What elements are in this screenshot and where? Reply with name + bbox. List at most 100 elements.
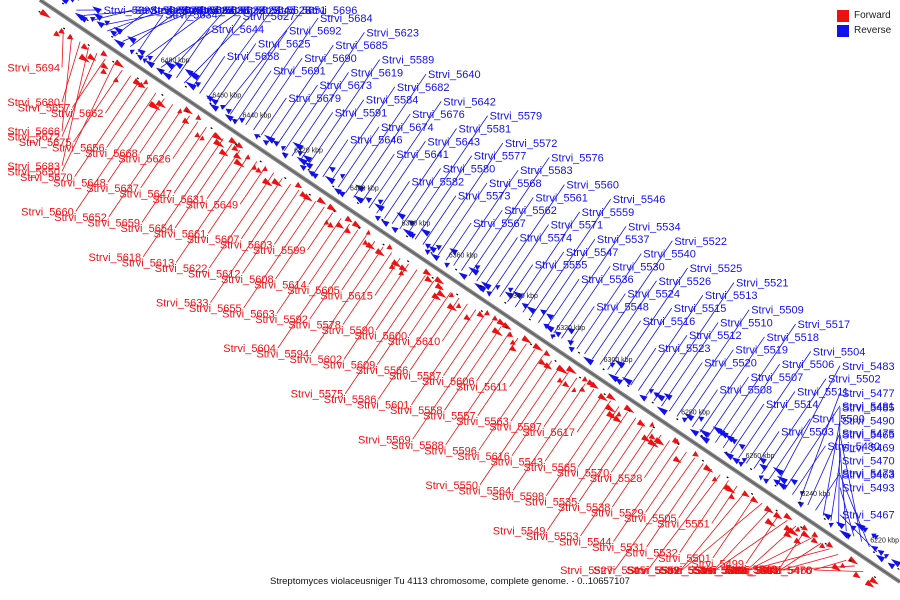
forward-leader-line bbox=[477, 343, 527, 416]
reverse-gene-arrow bbox=[365, 197, 373, 204]
reverse-leader-line bbox=[422, 195, 457, 245]
kbp-tick-label: 6260 kbp bbox=[746, 453, 775, 460]
kbp-tick-label: 6460 kbp bbox=[212, 92, 241, 99]
forward-gene-arrow bbox=[543, 362, 553, 370]
forward-gene-arrow bbox=[831, 563, 842, 572]
forward-leader-line bbox=[206, 149, 241, 200]
reverse-gene-arrow bbox=[420, 228, 431, 237]
reverse-leader-line bbox=[222, 9, 304, 110]
reverse-gene-arrow bbox=[477, 285, 487, 293]
reverse-gene-arrow bbox=[607, 373, 619, 383]
reverse-leader-line bbox=[799, 392, 841, 501]
scale-mark bbox=[234, 143, 238, 146]
reverse-gene-arrow bbox=[272, 140, 280, 147]
reverse-gene-arrow bbox=[539, 309, 547, 316]
forward-gene-label: Strvi_5531 bbox=[592, 542, 645, 554]
forward-gene-arrow bbox=[801, 524, 809, 531]
forward-gene-arrow bbox=[365, 241, 376, 250]
reverse-leader-line bbox=[307, 59, 380, 167]
forward-gene-arrow bbox=[783, 530, 792, 538]
kbp-tick-label: 6240 kbp bbox=[801, 491, 830, 498]
reverse-leader-line bbox=[545, 278, 580, 329]
reverse-gene-arrow bbox=[340, 174, 346, 180]
forward-leader-line bbox=[543, 377, 578, 427]
reverse-gene-arrow bbox=[333, 188, 342, 195]
reverse-leader-line bbox=[491, 184, 565, 292]
reverse-gene-label: Strvi_5644 bbox=[212, 24, 265, 36]
forward-gene-arrow bbox=[674, 438, 680, 444]
kbp-tick-label: 6280 kbp bbox=[681, 410, 710, 417]
reverse-gene-arrow bbox=[63, 0, 69, 5]
forward-gene-arrow bbox=[811, 531, 819, 538]
scale-mark bbox=[209, 102, 212, 105]
forward-gene-label: Strvi_5672 bbox=[7, 132, 60, 144]
forward-gene-label: Strvi_5663 bbox=[222, 309, 275, 321]
forward-gene-label: Strvi_5683 bbox=[7, 161, 60, 173]
reverse-gene-arrow bbox=[353, 195, 364, 204]
forward-leader-line bbox=[207, 161, 258, 234]
forward-leader-line bbox=[142, 138, 224, 258]
reverse-gene-arrow bbox=[614, 359, 626, 369]
reverse-leader-line bbox=[514, 211, 581, 308]
forward-leader-line bbox=[748, 537, 813, 571]
reverse-gene-label: Strvi_5628 bbox=[258, 5, 311, 17]
forward-gene-arrow bbox=[294, 181, 303, 189]
forward-gene-label: Strvi_5575 bbox=[291, 389, 344, 401]
forward-gene-arrow bbox=[183, 106, 193, 115]
reverse-gene-label: Strvi_5506 bbox=[782, 359, 835, 371]
forward-gene-arrow bbox=[623, 404, 635, 414]
scale-mark bbox=[849, 559, 852, 562]
forward-gene-label: Strvi_5655 bbox=[189, 303, 242, 315]
reverse-gene-arrow bbox=[444, 262, 451, 268]
reverse-leader-line bbox=[291, 72, 349, 157]
reverse-leader-line bbox=[191, 16, 241, 89]
reverse-leader-line bbox=[839, 487, 855, 537]
reverse-gene-label: Strvi_5562 bbox=[504, 205, 557, 217]
reverse-gene-arrow bbox=[890, 558, 900, 568]
forward-leader-line bbox=[240, 178, 283, 240]
forward-gene-arrow bbox=[335, 221, 345, 229]
forward-gene-label: Strvi_5649 bbox=[186, 199, 239, 211]
forward-gene-arrow bbox=[565, 365, 577, 375]
forward-leader-line bbox=[105, 75, 131, 114]
forward-gene-arrow bbox=[852, 571, 861, 579]
reverse-gene-arrow bbox=[224, 114, 234, 122]
forward-gene-arrow bbox=[508, 344, 517, 352]
forward-gene-arrow bbox=[235, 141, 244, 149]
scale-mark bbox=[308, 193, 311, 196]
forward-gene-arrow bbox=[703, 464, 714, 473]
forward-leader-line bbox=[511, 371, 569, 457]
forward-leader-line bbox=[612, 434, 662, 508]
forward-gene-arrow bbox=[374, 248, 385, 257]
reverse-gene-label: Strvi_5665 bbox=[166, 5, 219, 17]
reverse-leader-line bbox=[568, 306, 595, 344]
reverse-gene-label: Strvi_5579 bbox=[490, 111, 543, 123]
reverse-gene-arrow bbox=[430, 253, 440, 262]
forward-gene-label: Strvi_5586 bbox=[324, 394, 377, 406]
reverse-gene-label: Strvi_5685 bbox=[335, 40, 388, 52]
forward-gene-label: Strvi_5566 bbox=[356, 365, 409, 377]
reverse-gene-label: Strvi_5561 bbox=[535, 192, 588, 204]
forward-gene-arrow bbox=[655, 438, 665, 446]
forward-gene-label: Strvi_5596 bbox=[424, 445, 477, 457]
reverse-gene-arrow bbox=[884, 554, 890, 560]
forward-gene-arrow bbox=[571, 387, 577, 393]
forward-gene-label: Strvi_5528 bbox=[590, 473, 643, 485]
reverse-gene-label: Strvi_5589 bbox=[382, 55, 435, 67]
reverse-gene-label: Strvi_5500 bbox=[812, 414, 865, 426]
reverse-gene-arrow bbox=[850, 525, 857, 532]
forward-gene-label: Strvi_5650 bbox=[7, 166, 60, 178]
reverse-leader-line bbox=[245, 17, 319, 125]
reverse-leader-line bbox=[807, 432, 841, 506]
reverse-gene-arrow bbox=[78, 0, 80, 1]
reverse-gene-label: Strvi_5509 bbox=[751, 305, 804, 317]
reverse-leader-line bbox=[699, 336, 765, 433]
reverse-gene-label: Strvi_5673 bbox=[319, 80, 372, 92]
reverse-gene-arrow bbox=[543, 323, 555, 333]
scale-mark bbox=[676, 418, 679, 421]
reverse-gene-label: Strvi_5641 bbox=[396, 149, 449, 161]
reverse-gene-arrow bbox=[738, 461, 745, 468]
reverse-leader-line bbox=[668, 362, 703, 412]
reverse-gene-label: Strvi_5540 bbox=[643, 249, 696, 261]
forward-gene-arrow bbox=[261, 177, 273, 187]
